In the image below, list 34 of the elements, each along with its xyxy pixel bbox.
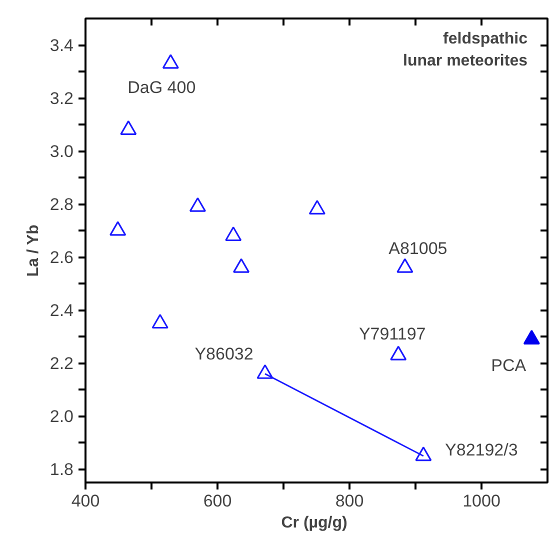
annotation: PCA	[491, 356, 527, 375]
annotation: Y791197	[358, 324, 426, 344]
y-tick-label: 3.0	[50, 142, 74, 162]
annotation: Y86032	[194, 344, 254, 364]
y-tick-label: 1.8	[50, 460, 74, 480]
point	[162, 54, 179, 69]
annotation: A81005	[388, 239, 448, 258]
point	[189, 197, 206, 212]
y-tick-label: 3.4	[50, 36, 74, 56]
point	[390, 346, 407, 360]
annotation: DaG 400	[128, 78, 196, 98]
x-tick-label: 600	[203, 492, 232, 510]
annotation: feldspathic lunar meteorites	[403, 30, 528, 70]
x-axis-title: Cr (µg/g)	[281, 514, 348, 532]
y-tick-label: 2.8	[50, 195, 74, 214]
x-tick-label: 400	[71, 492, 100, 510]
y-axis-title: La / Yb	[24, 224, 42, 277]
y-tick-label: 2.0	[50, 407, 74, 426]
y-tick-label: 3.2	[50, 89, 74, 108]
point	[120, 120, 137, 135]
x-tick-label: 1000	[462, 492, 500, 510]
annotation: Y82192/3	[445, 440, 518, 460]
y-tick-label: 2.2	[50, 354, 74, 374]
point	[523, 330, 540, 344]
x-tick-label: 800	[335, 492, 364, 510]
point	[232, 258, 250, 273]
y-tick-label: 2.6	[50, 248, 74, 268]
point	[152, 314, 168, 329]
point	[110, 221, 126, 236]
point	[308, 200, 326, 215]
point	[225, 226, 242, 242]
point	[396, 258, 414, 273]
point	[415, 446, 432, 462]
y-tick-label: 2.4	[50, 301, 74, 320]
